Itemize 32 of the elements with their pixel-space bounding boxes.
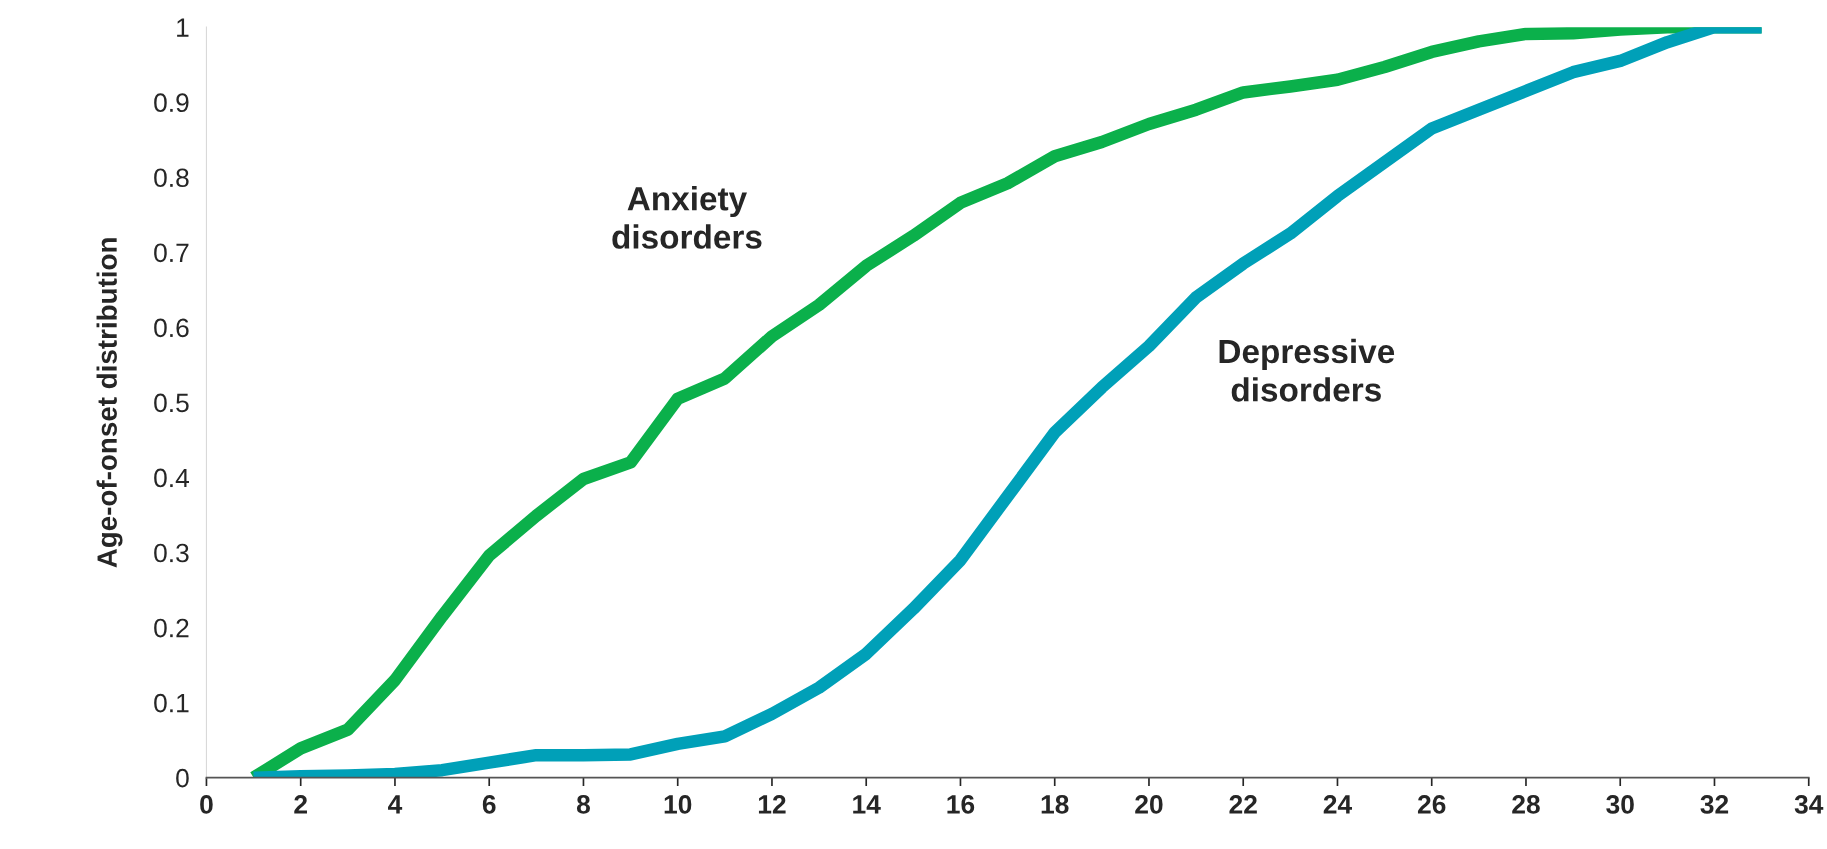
x-tick-label: 10 [664, 795, 692, 814]
x-tick-label: 26 [1417, 795, 1446, 814]
x-tick-label: 4 [388, 795, 403, 814]
y-tick-label: 0.5 [154, 393, 189, 413]
x-tick-label: 28 [1512, 795, 1540, 814]
y-tick-label: 0.7 [154, 243, 189, 263]
x-tick-label: 18 [1041, 795, 1069, 814]
y-tick-label: 0.1 [154, 693, 189, 713]
y-tick-label: 1 [177, 18, 189, 37]
x-tick-label: 24 [1323, 795, 1353, 814]
y-tick-label: 0.2 [154, 618, 189, 638]
y-tick-label: 0.3 [154, 543, 189, 563]
x-tick-label: 2 [294, 795, 307, 814]
y-tick-label: 0.4 [154, 468, 190, 488]
y-axis-title: Age-of-onset distribution [96, 238, 123, 568]
x-tick-label: 0 [200, 795, 213, 814]
x-tick-label: 34 [1794, 795, 1824, 814]
x-tick-label: 20 [1135, 795, 1163, 814]
x-tick-label: 16 [947, 795, 975, 814]
text: Anxiety disorders [612, 186, 762, 249]
x-tick-label: 6 [482, 795, 496, 814]
y-tick-label: 0.9 [154, 93, 189, 113]
x-tick-label: 8 [576, 795, 590, 814]
series-label: Depressive disorders [1219, 338, 1395, 402]
y-tick-label: 0.6 [154, 318, 189, 338]
y-tick-label: 0 [176, 768, 189, 788]
x-tick-label: 12 [758, 795, 786, 814]
x-tick-label: 14 [853, 795, 881, 814]
y-tick-label: 0.8 [154, 168, 189, 188]
x-tick-label: 22 [1229, 795, 1257, 814]
x-tick-label: 30 [1606, 795, 1634, 814]
x-tick-label: 32 [1700, 795, 1729, 814]
